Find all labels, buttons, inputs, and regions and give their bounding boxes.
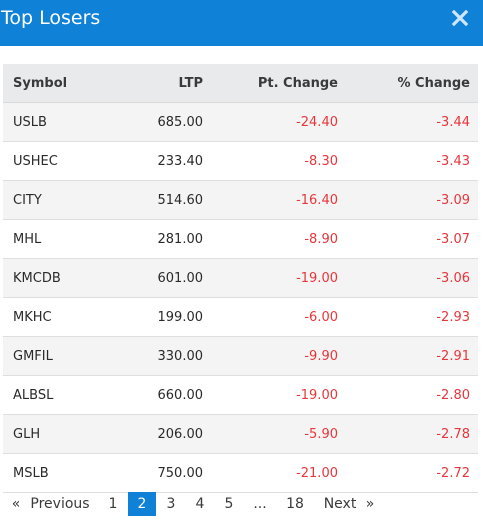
cell-pt-change: -21.00 — [203, 453, 338, 493]
losers-table: Symbol LTP Pt. Change % Change USLB 685.… — [3, 64, 478, 493]
cell-symbol: MHL — [3, 219, 118, 259]
cell-ltp: 685.00 — [118, 102, 203, 142]
next-page-link[interactable]: Next — [323, 496, 357, 512]
cell-symbol: USHEC — [3, 141, 118, 181]
cell-symbol: ALBSL — [3, 375, 118, 415]
cell-pt-change: -6.00 — [203, 297, 338, 337]
page-link-3[interactable]: 3 — [166, 496, 176, 512]
cell-pct-change: -3.06 — [338, 258, 478, 298]
header-pct-change[interactable]: % Change — [338, 64, 478, 103]
page-link-4[interactable]: 4 — [195, 496, 205, 512]
table-header-row: Symbol LTP Pt. Change % Change — [3, 64, 478, 103]
pagination: « Previous 1 2 3 4 5 ... 18 Next » — [0, 492, 483, 516]
cell-pt-change: -16.40 — [203, 180, 338, 220]
previous-page-link[interactable]: Previous — [30, 496, 90, 512]
cell-symbol: MSLB — [3, 453, 118, 493]
cell-symbol: GMFIL — [3, 336, 118, 376]
table-row[interactable]: GLH 206.00 -5.90 -2.78 — [3, 414, 478, 454]
cell-pt-change: -19.00 — [203, 258, 338, 298]
page-link-2-active[interactable]: 2 — [128, 492, 156, 516]
cell-ltp: 330.00 — [118, 336, 203, 376]
cell-pct-change: -2.78 — [338, 414, 478, 454]
cell-pct-change: -3.43 — [338, 141, 478, 181]
page-link-5[interactable]: 5 — [224, 496, 234, 512]
cell-pt-change: -19.00 — [203, 375, 338, 415]
cell-ltp: 601.00 — [118, 258, 203, 298]
page-link-18[interactable]: 18 — [286, 496, 304, 512]
cell-symbol: MKHC — [3, 297, 118, 337]
losers-table-container: Symbol LTP Pt. Change % Change USLB 685.… — [3, 64, 478, 493]
cell-ltp: 660.00 — [118, 375, 203, 415]
cell-pt-change: -8.30 — [203, 141, 338, 181]
cell-pct-change: -2.80 — [338, 375, 478, 415]
table-row[interactable]: CITY 514.60 -16.40 -3.09 — [3, 180, 478, 220]
cell-ltp: 199.00 — [118, 297, 203, 337]
table-row[interactable]: MHL 281.00 -8.90 -3.07 — [3, 219, 478, 259]
table-row[interactable]: ALBSL 660.00 -19.00 -2.80 — [3, 375, 478, 415]
table-row[interactable]: GMFIL 330.00 -9.90 -2.91 — [3, 336, 478, 376]
header-ltp[interactable]: LTP — [118, 64, 203, 103]
cell-ltp: 750.00 — [118, 453, 203, 493]
cell-pt-change: -24.40 — [203, 102, 338, 142]
cell-pct-change: -3.44 — [338, 102, 478, 142]
table-row[interactable]: MKHC 199.00 -6.00 -2.93 — [3, 297, 478, 337]
table-row[interactable]: KMCDB 601.00 -19.00 -3.06 — [3, 258, 478, 298]
cell-pct-change: -2.72 — [338, 453, 478, 493]
cell-ltp: 233.40 — [118, 141, 203, 181]
cell-pt-change: -9.90 — [203, 336, 338, 376]
table-row[interactable]: USHEC 233.40 -8.30 -3.43 — [3, 141, 478, 181]
cell-symbol: GLH — [3, 414, 118, 454]
cell-pct-change: -3.09 — [338, 180, 478, 220]
cell-pt-change: -8.90 — [203, 219, 338, 259]
last-page-link[interactable]: » — [365, 496, 375, 512]
table-row[interactable]: MSLB 750.00 -21.00 -2.72 — [3, 453, 478, 493]
header-symbol[interactable]: Symbol — [3, 64, 118, 103]
pagination-ellipsis: ... — [253, 496, 267, 512]
header-pt-change[interactable]: Pt. Change — [203, 64, 338, 103]
cell-symbol: USLB — [3, 102, 118, 142]
page-link-1[interactable]: 1 — [108, 496, 118, 512]
cell-pct-change: -3.07 — [338, 219, 478, 259]
table-row[interactable]: USLB 685.00 -24.40 -3.44 — [3, 102, 478, 142]
close-icon[interactable] — [449, 7, 471, 29]
modal-header: Top Losers — [0, 0, 483, 46]
first-page-link[interactable]: « — [11, 496, 21, 512]
cell-ltp: 206.00 — [118, 414, 203, 454]
cell-symbol: CITY — [3, 180, 118, 220]
cell-pct-change: -2.93 — [338, 297, 478, 337]
cell-pct-change: -2.91 — [338, 336, 478, 376]
cell-ltp: 281.00 — [118, 219, 203, 259]
cell-symbol: KMCDB — [3, 258, 118, 298]
cell-pt-change: -5.90 — [203, 414, 338, 454]
modal-title: Top Losers — [1, 7, 101, 29]
cell-ltp: 514.60 — [118, 180, 203, 220]
